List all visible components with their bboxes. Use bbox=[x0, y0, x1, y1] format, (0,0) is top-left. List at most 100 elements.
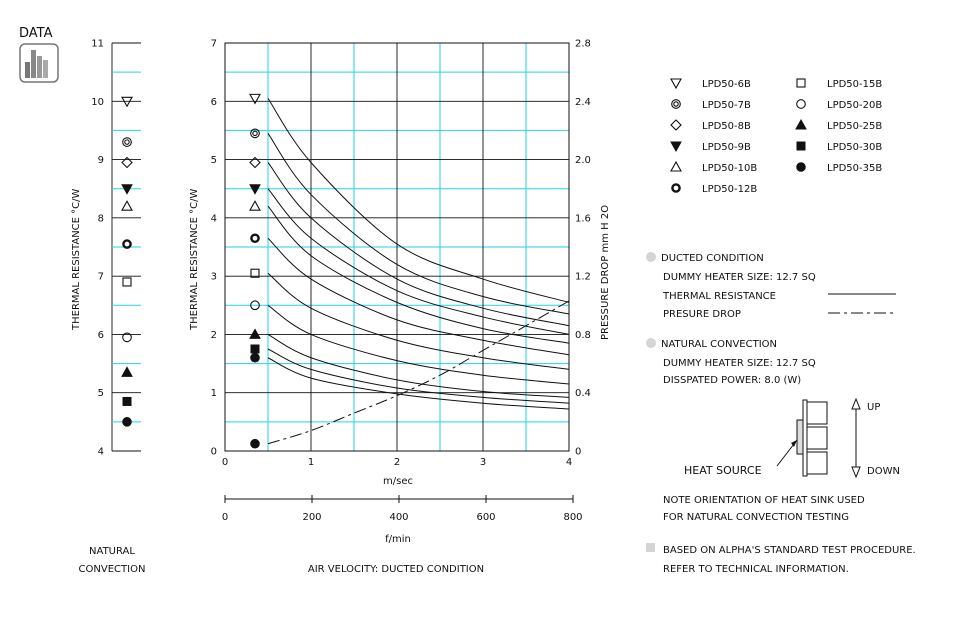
ducted-marker-lpd50-20b bbox=[250, 300, 260, 311]
up-arrow-head bbox=[851, 397, 861, 410]
natural-point-lpd50-6b bbox=[121, 96, 133, 108]
ducted-y2-tick-label: 0.4 bbox=[575, 388, 591, 399]
legend-symbol-lpd50-25b bbox=[795, 118, 807, 130]
ducted-ylabel: THERMAL RESISTANCE °C/W bbox=[189, 188, 200, 331]
legend-label-lpd50-15b: LPD50-15B bbox=[827, 79, 882, 90]
legend-symbol-lpd50-8b bbox=[670, 119, 682, 131]
standard-bullet-icon bbox=[646, 543, 655, 552]
legend-label-lpd50-35b: LPD50-35B bbox=[827, 163, 882, 174]
ducted-y-tick-label: 0 bbox=[211, 447, 217, 458]
data-logo: DATA bbox=[19, 26, 59, 83]
ducted-marker-lpd50-9b bbox=[249, 184, 261, 195]
ducted-marker-lpd50-12b bbox=[250, 233, 260, 244]
f-min-tick-label: 200 bbox=[302, 512, 321, 523]
orientation-note-line1: NOTE ORIENTATION OF HEAT SINK USED bbox=[663, 495, 865, 506]
ducted-y2-tick-label: 1.6 bbox=[575, 213, 591, 224]
legend-symbol-lpd50-7b bbox=[671, 99, 681, 109]
natural-point-lpd50-20b bbox=[122, 332, 132, 343]
natural-power: DISSPATED POWER: 8.0 (W) bbox=[663, 375, 801, 386]
natural-point-lpd50-15b bbox=[122, 277, 132, 287]
f-min-label: f/min bbox=[385, 534, 411, 545]
ducted-y2-tick-label: 2.4 bbox=[575, 97, 591, 108]
ducted-x-tick-label: 4 bbox=[566, 457, 572, 468]
legend-symbol-lpd50-7b-inner bbox=[673, 101, 679, 107]
natural-tick-label: 4 bbox=[98, 447, 104, 458]
heat-sink-diagram bbox=[776, 397, 861, 479]
ducted-y-tick-label: 5 bbox=[211, 155, 217, 166]
ducted-x-tick-label: 1 bbox=[308, 457, 314, 468]
ducted-marker-lpd50-15b bbox=[250, 268, 260, 278]
data-logo-label: DATA bbox=[19, 26, 53, 41]
ducted-marker-lpd50-7b-inner bbox=[252, 130, 258, 137]
natural-point-lpd50-7b-inner bbox=[124, 139, 130, 145]
natural-point-lpd50-25b bbox=[121, 366, 133, 377]
heat-source-label: HEAT SOURCE bbox=[684, 464, 762, 477]
legend-symbol-lpd50-30b bbox=[796, 141, 806, 151]
legend-symbol-lpd50-15b bbox=[796, 78, 806, 88]
thermal-resistance-key: THERMAL RESISTANCE bbox=[662, 291, 776, 302]
f-min-tick-label: 0 bbox=[222, 512, 228, 523]
down-label: DOWN bbox=[867, 466, 900, 477]
natural-point-lpd50-10b bbox=[121, 200, 133, 211]
f-min-axis: 0 200 400 600 800 bbox=[222, 495, 583, 523]
natural-tick-label: 6 bbox=[98, 330, 104, 341]
heat-source-block bbox=[796, 419, 804, 455]
pressure-drop-ylabel: PRESSURE DROP mm H 2O bbox=[600, 205, 611, 340]
natural-tick-label: 9 bbox=[98, 155, 104, 166]
pressure-drop-curve bbox=[267, 300, 570, 445]
ducted-marker-lpd50-8b bbox=[249, 156, 261, 169]
thermal-curve-lpd50-12b bbox=[267, 237, 570, 356]
orientation-note-line2: FOR NATURAL CONVECTION TESTING bbox=[663, 512, 849, 523]
ducted-x-tick-label: 0 bbox=[222, 457, 228, 468]
ducted-marker-lpd50-6b bbox=[249, 93, 261, 105]
legend-label-lpd50-6b: LPD50-6B bbox=[702, 79, 751, 90]
legend-symbol-lpd50-9b bbox=[670, 141, 682, 153]
legend-label-lpd50-8b: LPD50-8B bbox=[702, 121, 751, 132]
ducted-marker-lpd50-7b-outer bbox=[250, 128, 260, 139]
down-arrow-head bbox=[851, 466, 861, 479]
heat-sink-fin-mid bbox=[806, 426, 828, 450]
natural-bullet-icon bbox=[646, 338, 656, 348]
thermal-curve-lpd50-25b bbox=[267, 333, 570, 398]
ducted-y2-tick-label: 2.8 bbox=[575, 39, 591, 50]
ducted-marker-lpd50-30b bbox=[250, 344, 260, 354]
data-logo-bar-1 bbox=[25, 62, 30, 78]
natural-title: NATURAL CONVECTION bbox=[661, 339, 777, 350]
legend-symbol-lpd50-35b bbox=[796, 162, 806, 172]
ducted-y-tick-label: 2 bbox=[211, 330, 217, 341]
ducted-y2-tick-label: 1.2 bbox=[575, 272, 591, 283]
standard-note-line1: BASED ON ALPHA'S STANDARD TEST PROCEDURE… bbox=[663, 545, 916, 556]
pressure-drop-key: PRESURE DROP bbox=[663, 309, 741, 320]
pressure-drop-marker bbox=[250, 438, 260, 449]
natural-tick-label: 10 bbox=[91, 97, 104, 108]
ducted-marker-lpd50-35b bbox=[250, 352, 260, 363]
thermal-curve-lpd50-20b bbox=[267, 304, 570, 385]
ducted-x-tick-label: 2 bbox=[394, 457, 400, 468]
f-min-tick-label: 600 bbox=[476, 512, 495, 523]
thermal-curve-lpd50-35b bbox=[267, 357, 570, 410]
legend-label-lpd50-30b: LPD50-30B bbox=[827, 142, 882, 153]
standard-note-line2: REFER TO TECHNICAL INFORMATION. bbox=[663, 564, 849, 575]
ducted-y-tick-label: 6 bbox=[211, 97, 217, 108]
ducted-y-tick-label: 1 bbox=[211, 388, 217, 399]
thermal-curve-lpd50-9b bbox=[267, 188, 570, 335]
ducted-marker-lpd50-7b bbox=[250, 128, 260, 139]
natural-tick-label: 7 bbox=[98, 272, 104, 283]
legend-label-lpd50-7b: LPD50-7B bbox=[702, 100, 751, 111]
ducted-y2-tick-label: 0.8 bbox=[575, 330, 591, 341]
data-logo-bar-3 bbox=[37, 56, 42, 78]
legend-symbol-lpd50-6b bbox=[670, 78, 682, 90]
natural-point-lpd50-35b bbox=[122, 417, 132, 427]
ducted-y-tick-label: 4 bbox=[211, 213, 217, 224]
ducted-y-tick-label: 3 bbox=[211, 272, 217, 283]
legend-symbol-lpd50-12b bbox=[671, 183, 681, 193]
legend-label-lpd50-9b: LPD50-9B bbox=[702, 142, 751, 153]
ducted-frame bbox=[224, 42, 570, 452]
legend-symbol-lpd50-20b bbox=[796, 99, 806, 109]
heat-sink-base bbox=[802, 399, 808, 477]
heat-source-arrow-head bbox=[791, 440, 797, 447]
natural-point-lpd50-12b bbox=[122, 239, 132, 249]
natural-tick-label: 5 bbox=[98, 388, 104, 399]
natural-point-lpd50-9b bbox=[121, 184, 133, 195]
